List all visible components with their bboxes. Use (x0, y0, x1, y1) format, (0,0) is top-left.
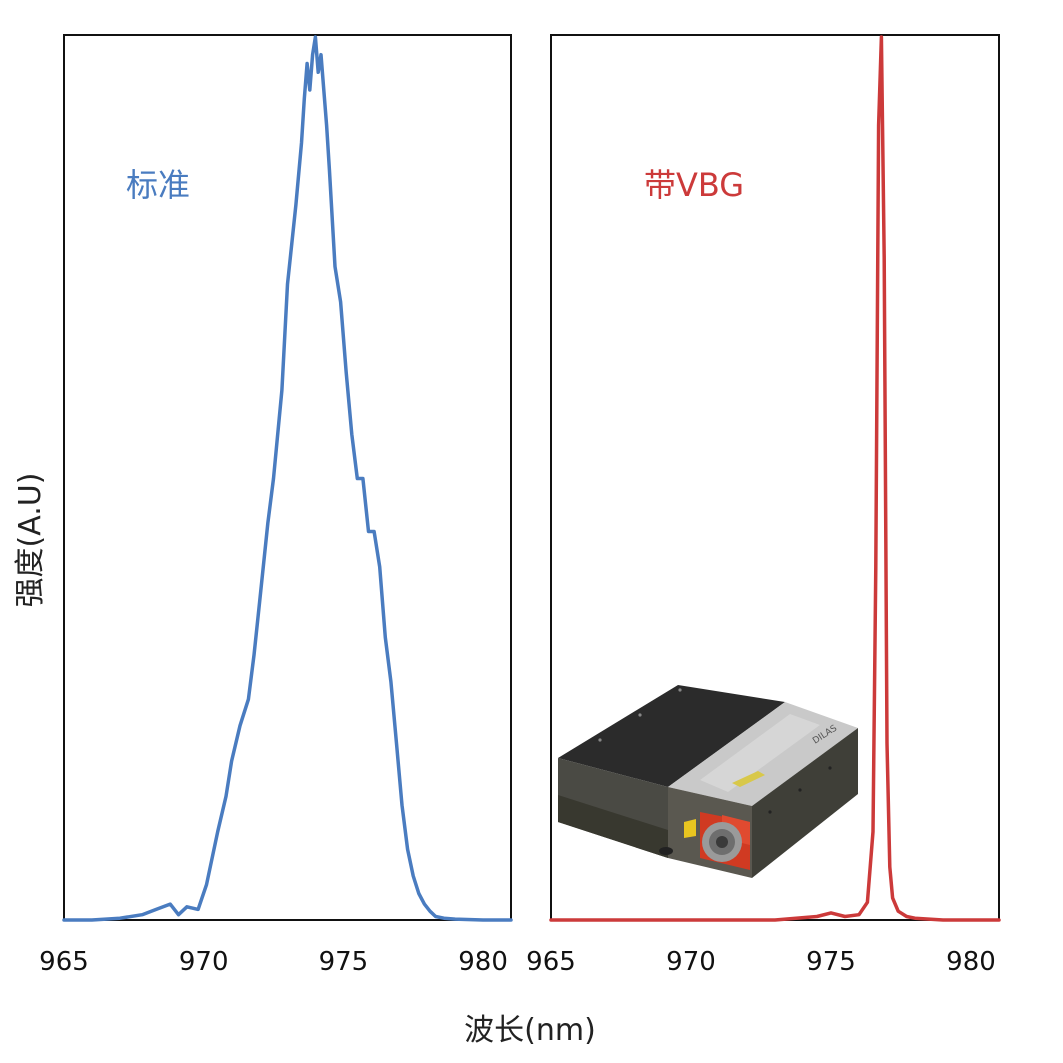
laser-module-photo: DILAS (558, 685, 858, 878)
annotation-standard: 标准 (126, 166, 190, 204)
x-tick-label-vbg-975: 975 (806, 947, 856, 977)
series-line-standard (62, 35, 513, 922)
x-ticks-vbg: 965 970 975 980 (526, 947, 996, 977)
x-tick-label-standard-980: 980 (458, 947, 508, 977)
plot-frame-standard (63, 34, 512, 921)
x-tick-label-vbg-980: 980 (946, 947, 996, 977)
x-ticks-standard: 965 970 975 980 (39, 947, 508, 977)
annotation-vbg: 带VBG (644, 166, 744, 204)
x-tick-label-vbg-970: 970 (666, 947, 716, 977)
y-axis-title: 强度(A.U) (13, 473, 48, 608)
x-axis-title: 波长(nm) (464, 1013, 596, 1048)
x-tick-label-standard-970: 970 (179, 947, 229, 977)
chart-vbg: DILAS 965 970 975 980 带VBG (526, 34, 1001, 977)
x-tick-label-standard-975: 975 (319, 947, 369, 977)
chart-standard: 965 970 975 980 标准 (39, 34, 513, 977)
series-line-vbg (549, 35, 1001, 922)
x-tick-label-standard-965: 965 (39, 947, 89, 977)
x-tick-label-vbg-965: 965 (526, 947, 576, 977)
